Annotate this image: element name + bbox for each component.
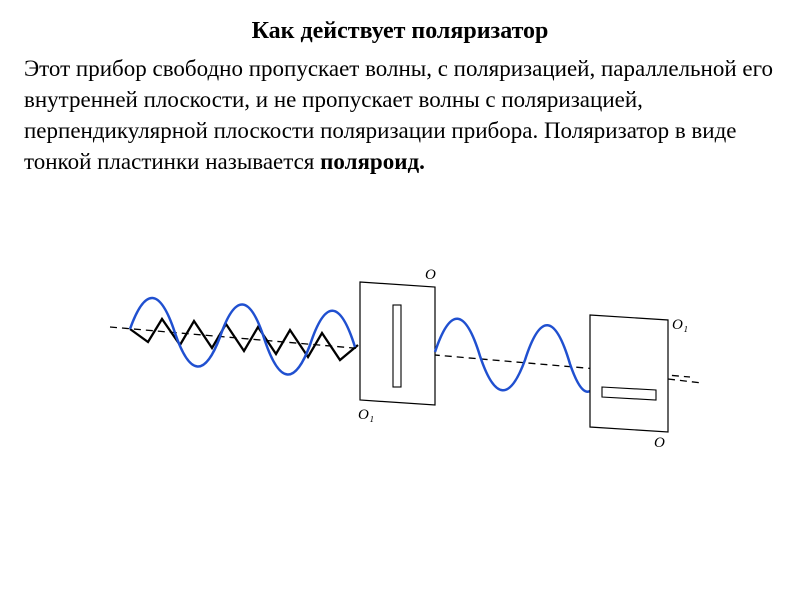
polarizer-plate-2 [590,315,668,432]
polarizer-diagram: O O₁ O₁ O [90,187,710,467]
polarizer-plate-1 [360,282,435,405]
axis-tail [668,379,702,383]
label-o-bottom-2: O [654,435,665,451]
label-o-top-1: O [425,267,436,283]
label-o1-bottom-1: O₁ [358,407,374,423]
blue-wave-middle [435,319,602,392]
black-zigzag-wave [130,319,358,360]
term-polaroid: поляроид. [320,149,425,174]
page-title: Как действует поляризатор [24,18,776,45]
label-o1-top-2: O₁ [672,317,688,333]
body-paragraph: Этот прибор свободно пропускает волны, с… [24,53,776,177]
diagram-container: O O₁ O₁ O [24,187,776,467]
